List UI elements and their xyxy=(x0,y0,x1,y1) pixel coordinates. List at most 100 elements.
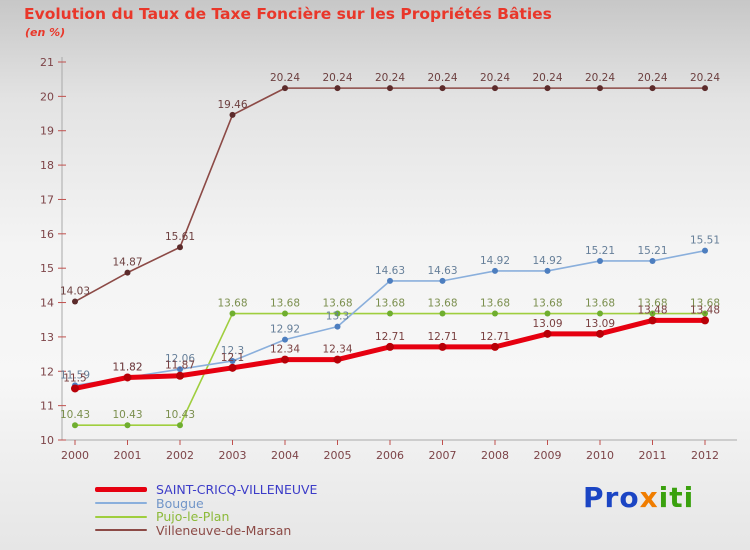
data-label: 13.48 xyxy=(690,304,720,316)
legend-swatch xyxy=(95,529,147,532)
series-line-SAINT-CRICQ-VILLENEUVE xyxy=(71,316,709,393)
data-label: 15.21 xyxy=(585,245,615,257)
logo-letter: P xyxy=(583,481,605,514)
series-line-Villeneuve-de-Marsan xyxy=(72,85,708,305)
legend-label: Villeneuve-de-Marsan xyxy=(156,522,292,538)
y-axis-label: 13 xyxy=(40,331,54,344)
x-axis-label: 2003 xyxy=(219,449,247,462)
data-point xyxy=(334,323,341,330)
legend-label: Bougue xyxy=(156,495,204,511)
data-label: 13.68 xyxy=(375,298,405,310)
y-axis-label: 17 xyxy=(40,193,54,206)
chart-subtitle: (en %) xyxy=(25,26,66,39)
data-label: 14.92 xyxy=(480,255,510,267)
legend-item-0: SAINT-CRICQ-VILLENEUVE xyxy=(95,483,317,497)
legend-item-1: Bougue xyxy=(95,497,317,511)
x-axis-label: 2004 xyxy=(271,449,299,462)
y-axis-label: 16 xyxy=(40,228,54,241)
data-point xyxy=(543,329,552,338)
data-point xyxy=(334,85,341,92)
y-axis-label: 20 xyxy=(40,90,54,103)
series-line-Bougue xyxy=(72,247,708,389)
data-label: 19.46 xyxy=(217,99,247,111)
data-label: 13.68 xyxy=(217,298,247,310)
data-label: 11.87 xyxy=(165,360,195,372)
data-point xyxy=(649,257,656,264)
legend-swatch xyxy=(95,502,147,505)
data-point xyxy=(439,85,446,92)
legend: SAINT-CRICQ-VILLENEUVE Bougue Pujo-le-Plan… xyxy=(95,483,317,537)
data-point xyxy=(597,85,603,92)
legend-swatch xyxy=(95,515,147,518)
data-point xyxy=(387,85,393,92)
data-label: 12.1 xyxy=(221,352,244,364)
y-axis-label: 15 xyxy=(40,262,54,275)
y-axis-label: 19 xyxy=(40,125,54,138)
data-point xyxy=(544,267,551,274)
proxiti-logo: Proxiti xyxy=(583,481,694,514)
data-point xyxy=(544,310,551,317)
data-label: 13.09 xyxy=(585,318,615,330)
x-axis-label: 2011 xyxy=(639,449,667,462)
data-point xyxy=(649,85,656,92)
data-point xyxy=(123,373,132,382)
data-point xyxy=(702,310,708,317)
data-point xyxy=(229,111,236,118)
data-label: 12.06 xyxy=(165,353,195,365)
data-point xyxy=(124,422,131,429)
data-point xyxy=(491,342,499,351)
data-point xyxy=(386,342,394,351)
data-label: 11.59 xyxy=(60,369,90,381)
x-axis-label: 2006 xyxy=(376,449,404,462)
y-axis-label: 10 xyxy=(40,434,54,447)
data-label: 13.68 xyxy=(585,298,615,310)
data-point xyxy=(492,267,498,274)
data-point xyxy=(702,85,708,92)
data-point xyxy=(333,355,342,364)
data-label: 12.92 xyxy=(270,324,300,336)
data-label: 14.87 xyxy=(112,257,142,269)
data-label: 14.92 xyxy=(532,255,562,267)
legend-item-2: Pujo-le-Plan xyxy=(95,510,317,524)
data-label: 10.43 xyxy=(60,409,90,421)
data-label: 20.24 xyxy=(375,72,405,84)
data-label: 13.68 xyxy=(270,298,300,310)
data-label: 13.68 xyxy=(532,298,562,310)
data-label: 13.68 xyxy=(427,298,457,310)
data-point xyxy=(334,310,341,317)
data-point xyxy=(282,336,288,343)
data-label: 14.63 xyxy=(375,265,405,277)
x-axis-label: 2010 xyxy=(586,449,614,462)
data-point xyxy=(492,85,498,92)
data-point xyxy=(228,363,237,372)
data-point xyxy=(387,277,393,284)
legend-label: Pujo-le-Plan xyxy=(156,509,230,525)
data-point xyxy=(71,384,79,393)
data-point xyxy=(702,247,708,254)
data-label: 13.68 xyxy=(690,298,720,310)
logo-letter: i xyxy=(683,481,695,514)
data-label: 13.09 xyxy=(532,318,562,330)
data-label: 11.5 xyxy=(63,372,86,384)
data-label: 13.48 xyxy=(637,304,667,316)
data-point xyxy=(597,257,603,264)
data-label: 20.24 xyxy=(690,72,720,84)
data-label: 13.68 xyxy=(637,298,667,310)
data-point xyxy=(439,310,446,317)
series-labels-Bougue: 11.59 11.82 12.06 12.3 12.92 13.3 14.63 14.63 14… xyxy=(60,235,720,382)
data-point xyxy=(124,269,131,276)
data-point xyxy=(177,366,183,373)
data-label: 20.24 xyxy=(637,72,667,84)
legend-swatch xyxy=(95,487,147,493)
x-axis-label: 2000 xyxy=(61,449,89,462)
data-label: 12.71 xyxy=(427,331,457,343)
data-point xyxy=(649,310,656,317)
data-point xyxy=(177,244,183,251)
data-point xyxy=(282,85,288,92)
data-label: 14.63 xyxy=(427,265,457,277)
data-label: 12.71 xyxy=(375,331,405,343)
y-axis-label: 14 xyxy=(40,297,54,310)
data-label: 20.24 xyxy=(480,72,510,84)
data-label: 13.68 xyxy=(480,298,510,310)
series-labels-Pujo-le-Plan: 10.43 10.43 10.43 13.68 13.68 13.68 13.68 13.68… xyxy=(60,298,720,422)
